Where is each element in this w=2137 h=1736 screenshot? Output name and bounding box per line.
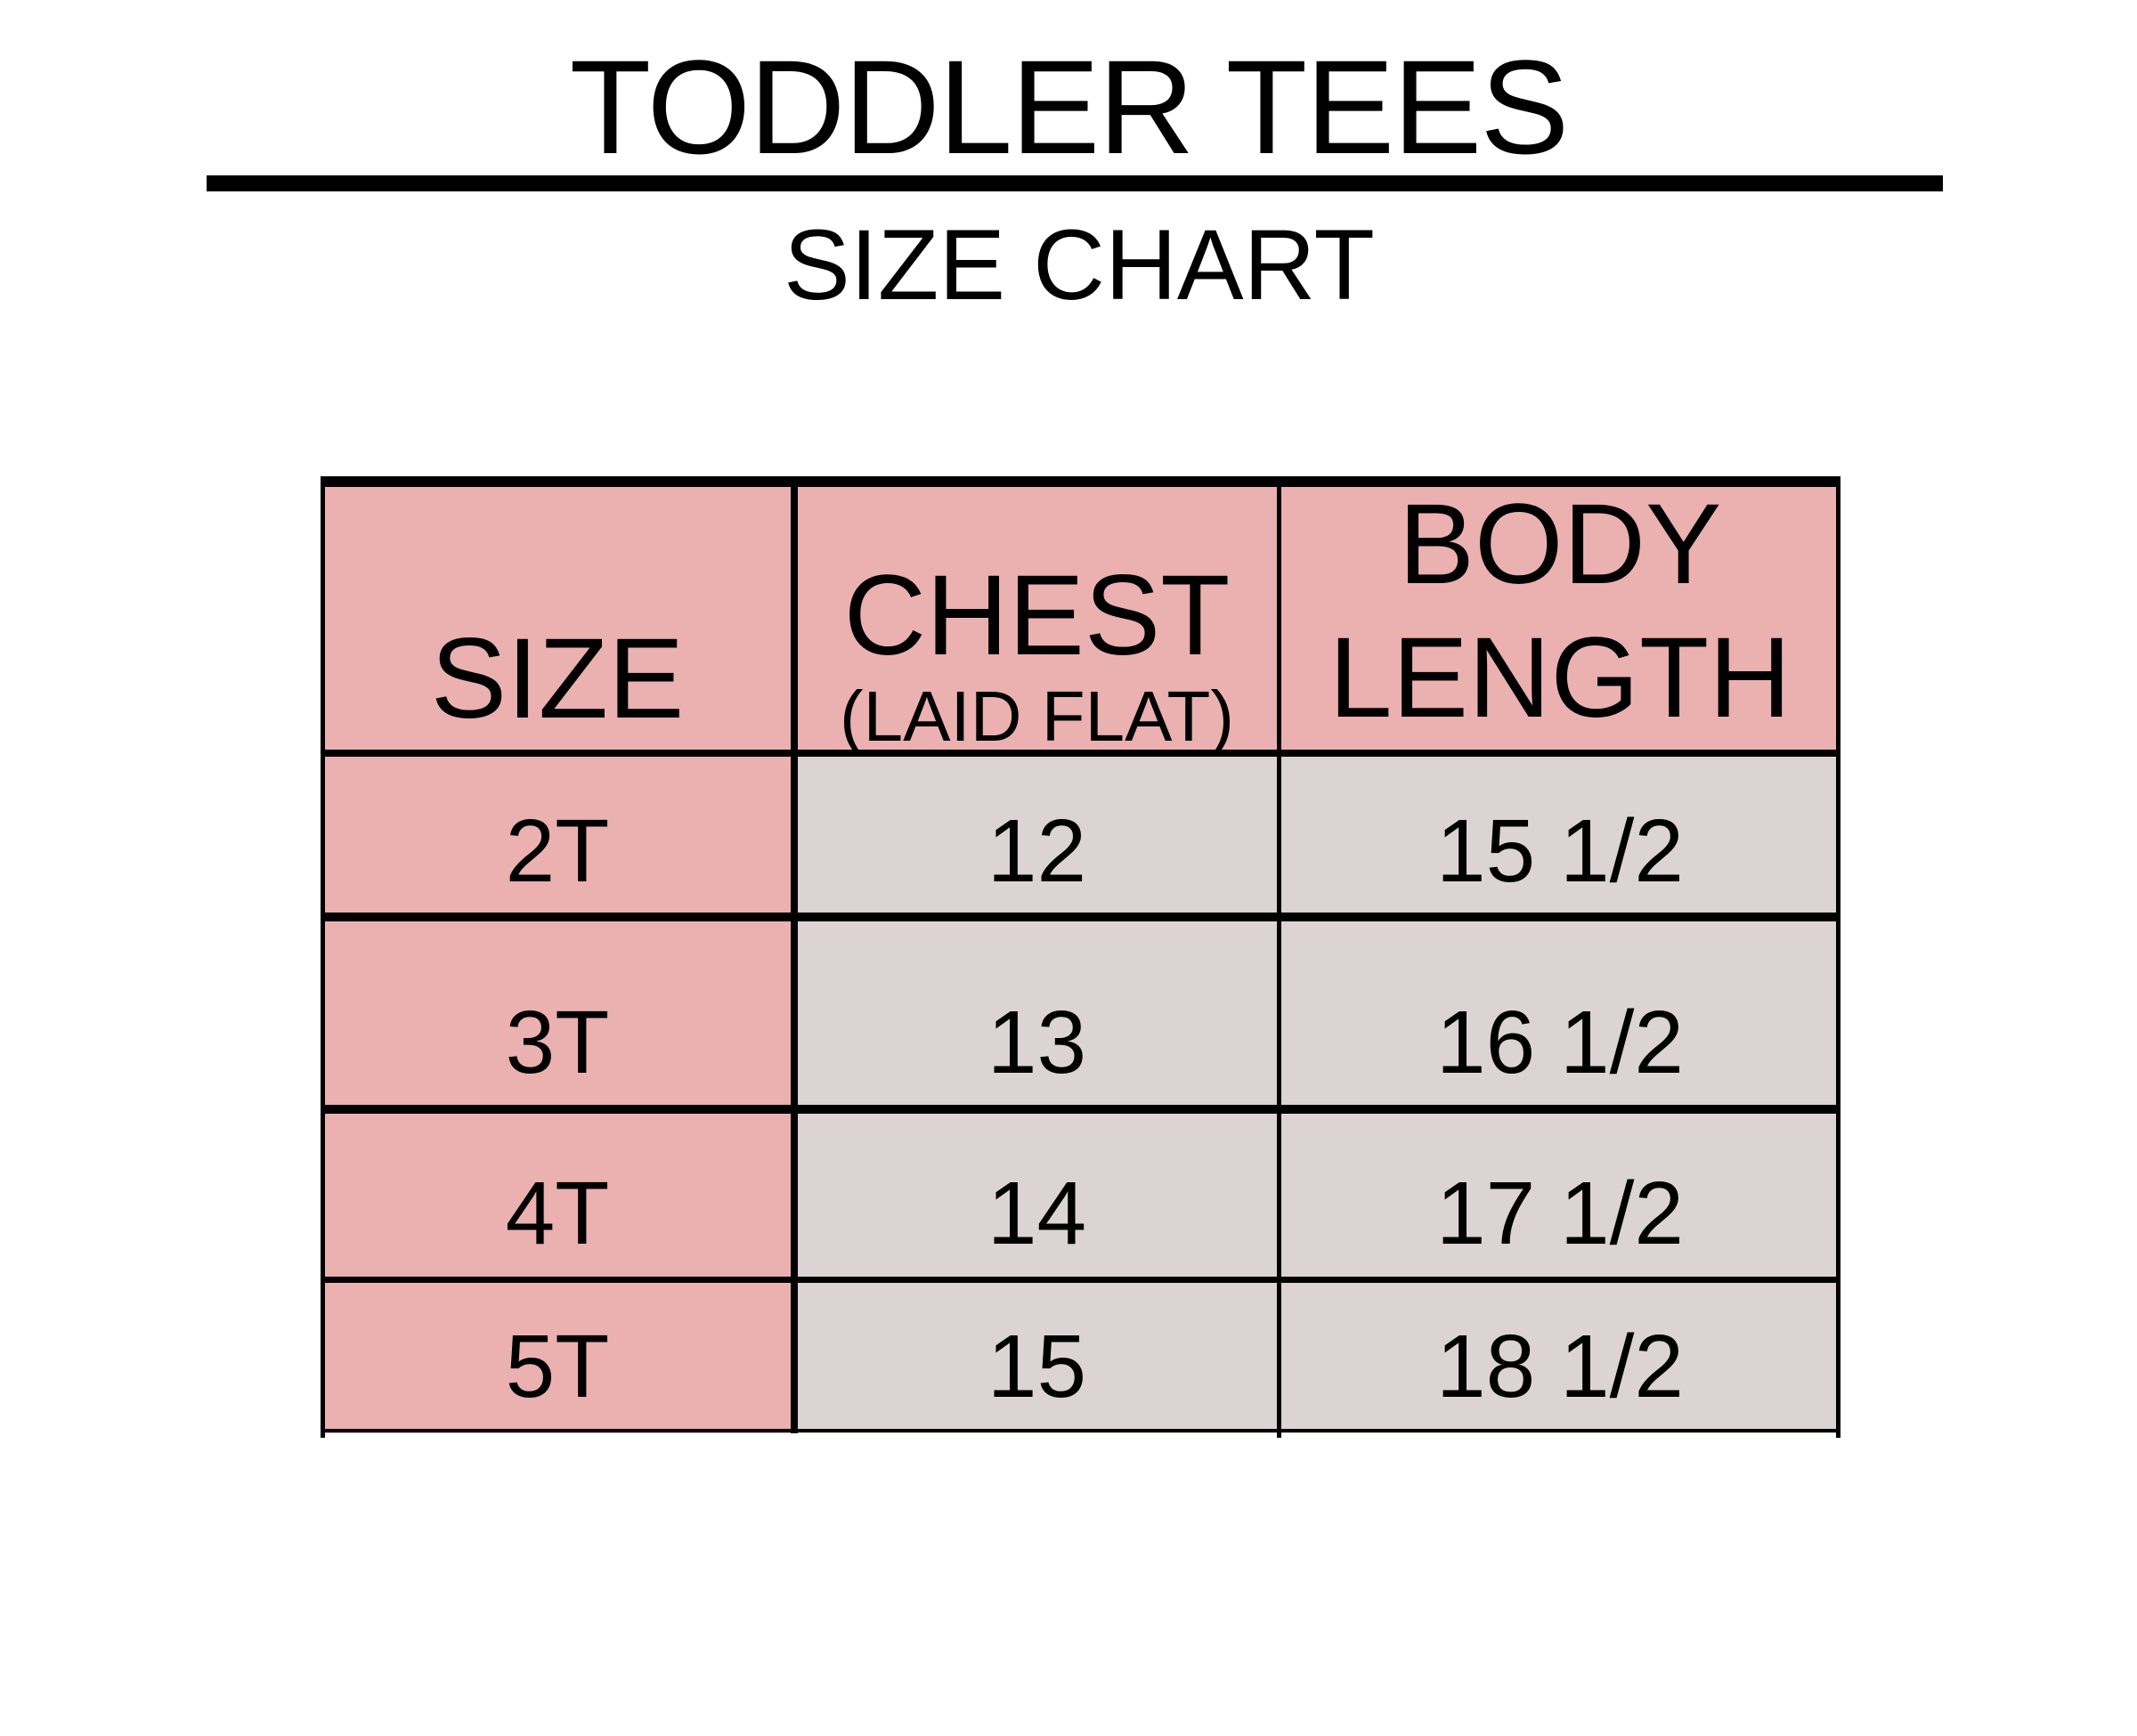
chest-value: 13 <box>987 993 1087 1092</box>
table-row-body-length: 16 1/2 <box>1280 918 1840 1109</box>
body-length-value: 18 1/2 <box>1435 1317 1685 1416</box>
table-border-left <box>321 476 325 1438</box>
body-length-value: 16 1/2 <box>1435 993 1685 1092</box>
body-length-value: 15 1/2 <box>1435 801 1685 901</box>
table-row-body-length: 17 1/2 <box>1280 1109 1840 1280</box>
header-body-length: BODY LENGTH <box>1280 476 1840 755</box>
table-row-chest: 14 <box>794 1109 1280 1280</box>
table-row-size: 3T <box>321 918 794 1109</box>
column-divider <box>1277 476 1281 1438</box>
row-divider <box>321 1105 1840 1114</box>
table-row-chest: 12 <box>794 755 1280 918</box>
size-chart-table: SIZE CHEST (LAID FLAT) BODY LENGTH 2T 12… <box>321 476 1840 1438</box>
table-row-chest: 15 <box>794 1280 1280 1433</box>
header-chest: CHEST (LAID FLAT) <box>794 476 1280 755</box>
row-divider <box>321 913 1840 921</box>
table-border-bottom <box>321 1429 1840 1432</box>
table-row-body-length: 15 1/2 <box>1280 755 1840 918</box>
chest-value: 14 <box>987 1164 1087 1263</box>
chest-value: 12 <box>987 801 1087 901</box>
table-row-chest: 13 <box>794 918 1280 1109</box>
body-length-value: 17 1/2 <box>1435 1164 1685 1263</box>
row-divider <box>321 1277 1840 1283</box>
header-chest-note: (LAID FLAT) <box>839 677 1234 756</box>
header-body-length-line2: LENGTH <box>1329 613 1792 742</box>
header-body-length-line1: BODY <box>1398 480 1722 608</box>
header-size-label: SIZE <box>430 615 685 742</box>
table-row-size: 5T <box>321 1280 794 1433</box>
page-subtitle: SIZE CHART <box>784 209 1375 320</box>
size-value: 4T <box>505 1164 610 1263</box>
table-row-size: 4T <box>321 1109 794 1280</box>
table-row-size: 2T <box>321 755 794 918</box>
column-divider <box>791 476 798 1433</box>
page-title: TODDLER TEES <box>569 32 1570 182</box>
table-border-top <box>321 476 1840 487</box>
size-value: 3T <box>505 993 610 1092</box>
size-value: 5T <box>505 1317 610 1416</box>
table-row-body-length: 18 1/2 <box>1280 1280 1840 1433</box>
size-value: 2T <box>505 801 610 901</box>
header-chest-label: CHEST <box>843 552 1231 679</box>
chest-value: 15 <box>987 1317 1087 1416</box>
table-border-right <box>1836 476 1840 1438</box>
title-divider <box>207 175 1943 191</box>
header-size: SIZE <box>321 476 794 755</box>
header-divider <box>321 750 1840 757</box>
